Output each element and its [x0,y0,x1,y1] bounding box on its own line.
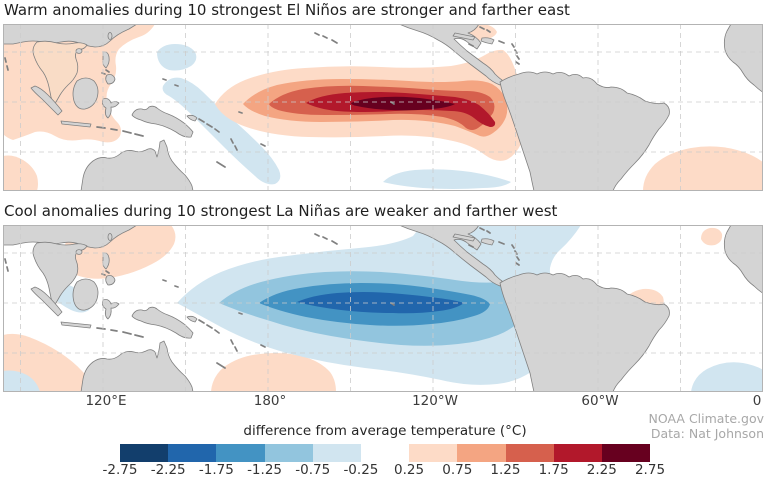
colorbar-cell [216,444,265,462]
colorbar-cell [360,444,410,462]
colorbar-cell [505,444,554,462]
colorbar-tick-label: 1.25 [490,462,521,478]
la-nina-map [3,225,763,392]
colorbar-cell [601,444,651,462]
colorbar [120,444,651,462]
colorbar-cell [409,444,458,462]
lon-tick-180: 180° [253,393,287,409]
colorbar-tick-label: 2.25 [586,462,617,478]
colorbar-tick-label: 2.75 [634,462,666,478]
attribution-data-credit: Data: Nat Johnson [650,426,764,441]
colorbar-label: difference from average temperature (°C) [243,423,527,439]
colorbar-tick-label: 0.75 [442,462,473,478]
colorbar-cell [120,444,169,462]
colorbar-tick-label: 1.75 [538,462,569,478]
colorbar-tick-label: -0.75 [295,462,331,478]
lon-tick-0: 0 [752,393,762,409]
la-nina-title: Cool anomalies during 10 strongest La Ni… [4,202,558,220]
colorbar-tick-label: -2.25 [150,462,186,478]
colorbar-cell [312,444,361,462]
colorbar-tick-label: -1.75 [198,462,234,478]
colorbar-tick-labels: -2.75 -2.25 -1.75 -1.25 -0.75 -0.25 0.25 0.75 1.… [103,462,666,480]
colorbar-cell [553,444,602,462]
colorbar-cell [264,444,313,462]
colorbar-tick-label: -2.75 [102,462,138,478]
map-frame [3,225,763,392]
colorbar-cell [457,444,506,462]
el-nino-map [3,24,763,191]
el-nino-anomaly-field [3,24,763,191]
colorbar-tick-label: 0.25 [394,462,425,478]
map-frame [3,24,763,191]
lon-tick-120e: 120°E [85,393,127,409]
colorbar-cell [168,444,217,462]
colorbar-tick-label: -1.25 [247,462,282,478]
attribution: NOAA Climate.gov Data: Nat Johnson [649,411,764,441]
attribution-source: NOAA Climate.gov [648,411,764,426]
colorbar-tick-label: -0.25 [343,462,379,478]
lon-tick-60w: 60°W [581,393,619,409]
lon-tick-120w: 120°W [412,393,458,409]
el-nino-title: Warm anomalies during 10 strongest El Ni… [4,1,570,19]
